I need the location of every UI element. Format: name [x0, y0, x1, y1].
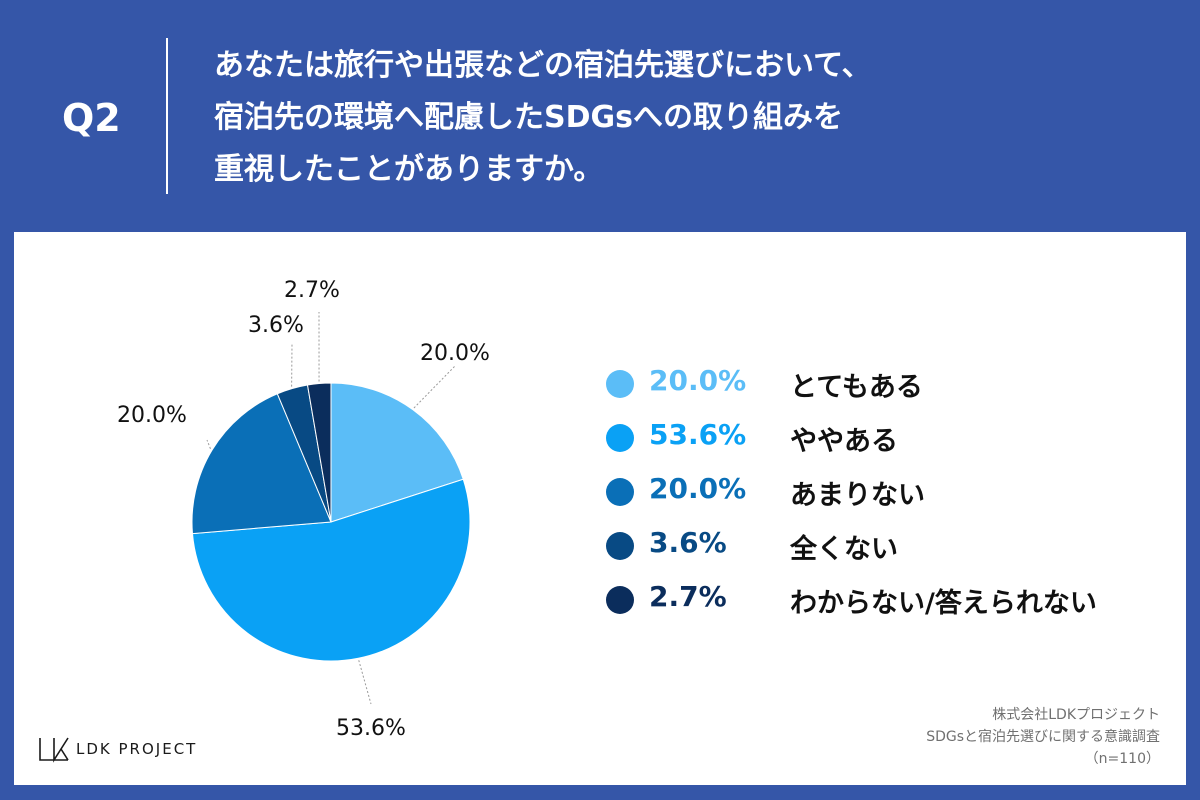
- legend-swatch: [606, 370, 634, 398]
- logo-text: LDK PROJECT: [76, 740, 198, 758]
- header: Q2 あなたは旅行や出張などの宿泊先選びにおいて、 宿泊先の環境へ配慮したSDG…: [0, 0, 1200, 232]
- legend-value: 20.0%: [649, 472, 747, 505]
- pie-chart: 20.0% 53.6% 20.0% 3.6% 2.7%: [117, 278, 490, 741]
- ldk-logo: LDK PROJECT: [38, 732, 238, 766]
- legend-swatch: [606, 586, 634, 614]
- slice-label: 3.6%: [248, 313, 304, 338]
- legend-value: 20.0%: [649, 364, 747, 397]
- legend-swatch: [606, 532, 634, 560]
- legend-swatch: [606, 424, 634, 452]
- slice-label: 20.0%: [420, 341, 490, 366]
- leader-line: [206, 439, 211, 450]
- question-text: あなたは旅行や出張などの宿泊先選びにおいて、 宿泊先の環境へ配慮したSDGsへの…: [214, 40, 872, 196]
- slice-label: 53.6%: [336, 716, 406, 741]
- question-number: Q2: [62, 96, 121, 140]
- question-line: 宿泊先の環境へ配慮したSDGsへの取り組みを: [214, 100, 843, 135]
- pie-slice: [191, 393, 332, 535]
- slice-label: 20.0%: [117, 403, 187, 428]
- leader-line: [413, 365, 456, 409]
- chart-panel: 20.0% 53.6% 20.0% 3.6% 2.7% 20.0% とてもある 53.6…: [14, 232, 1186, 785]
- legend-value: 53.6%: [649, 418, 747, 451]
- source-line: 株式会社LDKプロジェクト: [992, 707, 1160, 723]
- pie-slice: [191, 478, 471, 662]
- legend-swatch: [606, 478, 634, 506]
- legend-value: 2.7%: [649, 580, 727, 613]
- question-line: あなたは旅行や出張などの宿泊先選びにおいて、: [214, 48, 872, 83]
- source-note: 株式会社LDKプロジェクト SDGsと宿泊先選びに関する意識調査 （n=110）: [926, 704, 1160, 770]
- header-divider: [166, 38, 168, 194]
- legend-label: とてもある: [790, 372, 923, 403]
- source-line: SDGsと宿泊先選びに関する意識調査: [926, 729, 1160, 745]
- ldk-logo-icon: [39, 737, 69, 763]
- pie-slice: [330, 382, 464, 523]
- legend-label: わからない/答えられない: [790, 588, 1097, 619]
- legend-value: 3.6%: [649, 526, 727, 559]
- source-line: （n=110）: [1084, 751, 1160, 767]
- pie-slice: [306, 382, 332, 523]
- slice-label: 2.7%: [284, 278, 340, 303]
- legend-label: あまりない: [790, 480, 925, 511]
- legend-label: ややある: [790, 426, 898, 457]
- legend-label: 全くない: [790, 534, 898, 565]
- question-line: 重視したことがありますか。: [214, 152, 604, 187]
- leader-line: [358, 660, 372, 705]
